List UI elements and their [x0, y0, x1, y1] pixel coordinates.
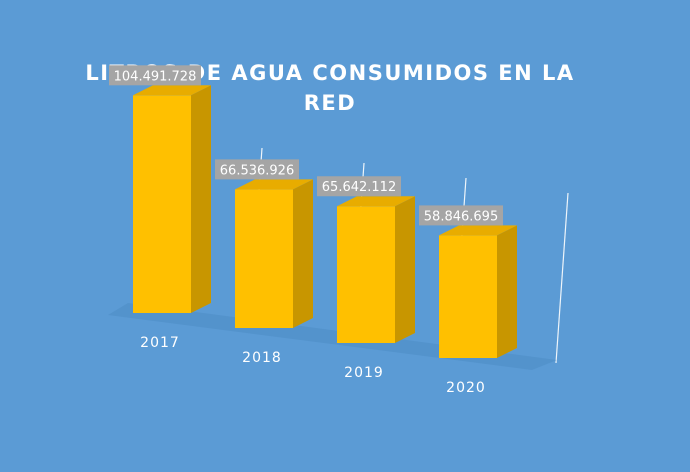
x-tick-label-2020: 2020 [446, 380, 486, 396]
bar-2020 [439, 235, 497, 358]
chart-title-line-2: RED [304, 91, 356, 115]
bars [133, 85, 517, 358]
data-label-box-2017 [109, 65, 201, 86]
bar-side-2019 [395, 196, 415, 343]
bar-top-2020 [439, 225, 517, 236]
bar-side-2017 [191, 85, 211, 313]
bar-top-2017 [133, 85, 211, 96]
x-tick-label-2017: 2017 [140, 335, 180, 351]
bar-top-2019 [337, 196, 415, 207]
x-tick-label-2018: 2018 [242, 350, 282, 366]
data-label-2018: 66.536.926 [220, 163, 294, 178]
bar-2018 [235, 189, 293, 328]
data-label-box-2019 [317, 176, 401, 197]
gridline [555, 192, 569, 364]
data-label-2019: 65.642.112 [322, 180, 396, 195]
data-label-box-2020 [419, 205, 503, 226]
bar-side-2020 [497, 225, 517, 358]
x-axis-labels: 2017 2018 2019 2020 [140, 335, 486, 396]
data-label-2020: 58.846.695 [424, 209, 498, 224]
bar-side-2018 [293, 179, 313, 328]
data-labels: 104.491.728 66.536.926 65.642.112 58.846.69… [109, 65, 503, 226]
data-label-box-2018 [215, 159, 299, 180]
bar-top-2018 [235, 179, 313, 190]
x-tick-label-2019: 2019 [344, 365, 384, 381]
bar-2019 [337, 206, 395, 343]
bar-2017 [133, 95, 191, 313]
data-label-2017: 104.491.728 [114, 69, 197, 84]
